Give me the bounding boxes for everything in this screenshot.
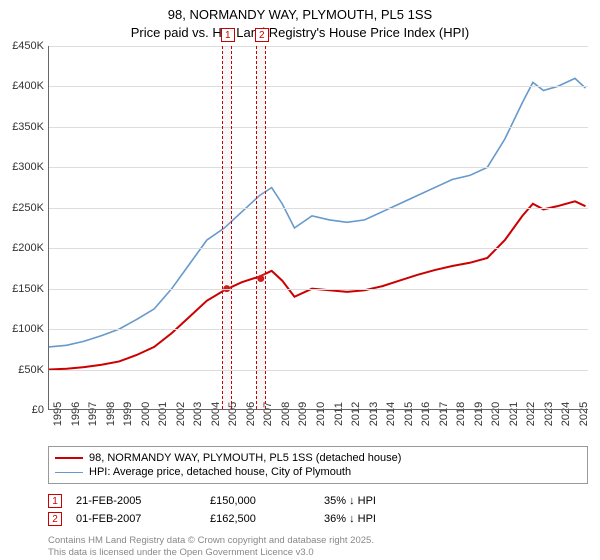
legend-swatch (55, 472, 83, 473)
footer-line-1: Contains HM Land Registry data © Crown c… (48, 535, 374, 546)
series-hpi (49, 78, 585, 347)
y-tick-label: £400K (0, 80, 44, 92)
transaction-marker-number: 2 (255, 28, 269, 42)
plot-area: 12 (48, 46, 588, 410)
transaction-number: 2 (48, 512, 62, 526)
legend-item: HPI: Average price, detached house, City… (55, 465, 581, 479)
gridline-h (49, 167, 588, 168)
transaction-hpi-delta: 35% ↓ HPI (324, 495, 444, 507)
y-tick-label: £350K (0, 121, 44, 133)
y-tick-label: £450K (0, 40, 44, 52)
gridline-h (49, 208, 588, 209)
legend-label: 98, NORMANDY WAY, PLYMOUTH, PL5 1SS (det… (89, 452, 401, 464)
transaction-price: £150,000 (210, 495, 310, 507)
transaction-table: 1 21-FEB-2005 £150,000 35% ↓ HPI 2 01-FEB-200… (48, 492, 588, 528)
gridline-h (49, 329, 588, 330)
y-tick-label: £100K (0, 323, 44, 335)
legend-item: 98, NORMANDY WAY, PLYMOUTH, PL5 1SS (det… (55, 451, 581, 465)
transaction-row: 2 01-FEB-2007 £162,500 36% ↓ HPI (48, 510, 588, 528)
attribution-footer: Contains HM Land Registry data © Crown c… (48, 535, 374, 558)
y-tick-label: £250K (0, 202, 44, 214)
title-line-2: Price paid vs. HM Land Registry's House … (0, 24, 600, 42)
transaction-marker-number: 1 (221, 28, 235, 42)
title-line-1: 98, NORMANDY WAY, PLYMOUTH, PL5 1SS (0, 6, 600, 24)
gridline-h (49, 248, 588, 249)
transaction-date: 21-FEB-2005 (76, 495, 196, 507)
gridline-h (49, 370, 588, 371)
y-tick-label: £200K (0, 242, 44, 254)
y-tick-label: £0 (0, 404, 44, 416)
footer-line-2: This data is licensed under the Open Gov… (48, 547, 374, 558)
y-tick-label: £300K (0, 161, 44, 173)
transaction-marker-band: 2 (256, 46, 267, 409)
legend-swatch (55, 457, 83, 459)
gridline-h (49, 289, 588, 290)
line-series-svg (49, 46, 588, 409)
y-tick-label: £150K (0, 283, 44, 295)
transaction-price: £162,500 (210, 513, 310, 525)
legend-label: HPI: Average price, detached house, City… (89, 466, 351, 478)
transaction-marker-band: 1 (222, 46, 233, 409)
chart-title: 98, NORMANDY WAY, PLYMOUTH, PL5 1SS Pric… (0, 0, 600, 41)
gridline-h (49, 46, 588, 47)
transaction-row: 1 21-FEB-2005 £150,000 35% ↓ HPI (48, 492, 588, 510)
transaction-number: 1 (48, 494, 62, 508)
series-property (49, 201, 585, 369)
transaction-hpi-delta: 36% ↓ HPI (324, 513, 444, 525)
chart-container: 98, NORMANDY WAY, PLYMOUTH, PL5 1SS Pric… (0, 0, 600, 560)
y-tick-label: £50K (0, 364, 44, 376)
gridline-h (49, 86, 588, 87)
legend: 98, NORMANDY WAY, PLYMOUTH, PL5 1SS (det… (48, 446, 588, 484)
transaction-date: 01-FEB-2007 (76, 513, 196, 525)
gridline-h (49, 127, 588, 128)
